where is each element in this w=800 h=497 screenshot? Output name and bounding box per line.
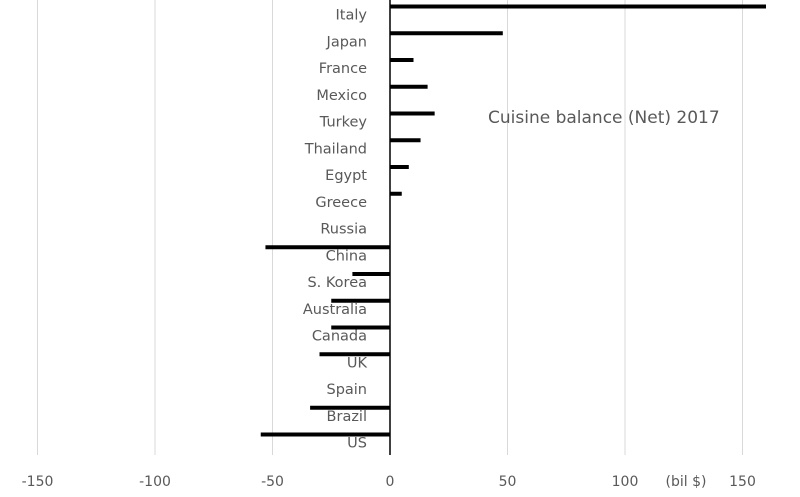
bar-uk: [319, 352, 390, 357]
bar-egypt: [390, 165, 409, 169]
x-tick-label: 100: [612, 474, 639, 490]
category-label: Brazil: [327, 409, 367, 425]
bar-france: [390, 58, 414, 62]
bar-s-korea: [352, 272, 390, 276]
category-label: France: [319, 61, 367, 77]
bar-brazil: [310, 405, 390, 410]
bar-turkey: [390, 111, 435, 116]
bar-australia: [331, 298, 390, 303]
gridlines: [37, 0, 743, 455]
bar-italy: [390, 4, 766, 9]
bar-mexico: [390, 84, 428, 89]
category-label: S. Korea: [307, 275, 367, 291]
category-label: Russia: [320, 222, 367, 238]
category-label: Turkey: [319, 115, 368, 131]
bar-japan: [390, 31, 503, 36]
category-label: Egypt: [325, 168, 367, 184]
category-label: Greece: [315, 195, 367, 211]
x-tick-label: -150: [22, 474, 54, 490]
category-label: UK: [347, 355, 368, 371]
bar-thailand: [390, 138, 421, 143]
category-label: Canada: [312, 329, 367, 345]
x-axis-unit-label: (bil $): [666, 474, 707, 490]
x-tick-label: 0: [386, 474, 395, 490]
chart-title: Cuisine balance (Net) 2017: [488, 108, 720, 128]
category-label: Mexico: [316, 88, 367, 104]
category-label: Australia: [303, 302, 367, 318]
category-label: US: [347, 436, 367, 452]
bars: [260, 4, 766, 437]
category-label: Thailand: [304, 141, 367, 157]
bar-china: [265, 245, 390, 250]
x-tick-label: 150: [729, 474, 756, 490]
category-label: Spain: [326, 382, 367, 398]
bar-canada: [331, 325, 390, 330]
bar-us: [260, 432, 390, 437]
x-tick-label: 50: [499, 474, 517, 490]
category-label: Japan: [326, 34, 367, 50]
category-labels: Italy Japan France Mexico Turkey Thailand Egyp…: [303, 8, 368, 452]
bar-greece: [390, 191, 402, 196]
x-tick-label: -100: [139, 474, 171, 490]
category-label: Italy: [336, 8, 368, 24]
x-tick-label: -50: [261, 474, 284, 490]
category-label: China: [326, 248, 367, 264]
axes: -150 -100 -50 0 50 100 150: [22, 0, 756, 490]
